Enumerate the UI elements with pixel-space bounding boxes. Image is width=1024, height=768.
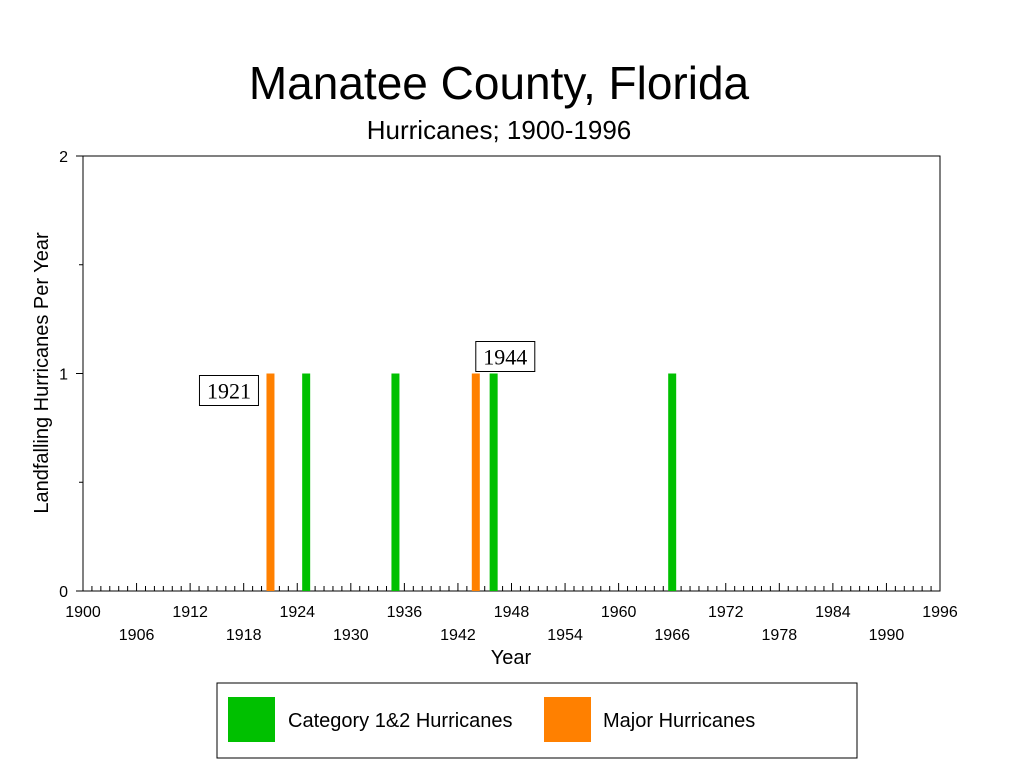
x-tick-label: 1990 [869, 627, 905, 644]
y-tick-label: 0 [59, 584, 68, 601]
plot-area [82, 155, 941, 592]
legend-box [216, 682, 858, 759]
chart-subtitle: Hurricanes; 1900-1996 [367, 115, 632, 145]
x-tick-label: 1924 [279, 604, 315, 621]
x-tick-label: 1954 [547, 627, 583, 644]
x-tick-label: 1972 [708, 604, 744, 621]
bar-major [471, 373, 480, 591]
x-axis: 1900 1912 1924 1936 1948 1960 1972 1984 1996 1906… [65, 583, 958, 644]
bars [266, 373, 677, 591]
y-tick-label: 1 [59, 367, 68, 384]
bar-category-1-2 [302, 373, 311, 591]
x-tick-label: 1930 [333, 627, 369, 644]
bar-category-1-2 [668, 373, 677, 591]
legend-label-major: Major Hurricanes [603, 710, 755, 732]
x-tick-label: 1942 [440, 627, 476, 644]
x-tick-label: 1996 [922, 604, 958, 621]
annotation-label: 1921 [207, 379, 251, 404]
x-tick-label: 1984 [815, 604, 851, 621]
x-tick-label: 1936 [387, 604, 423, 621]
legend: Category 1&2 Hurricanes Major Hurricanes [216, 682, 858, 759]
x-tick-label: 1978 [762, 627, 798, 644]
x-axis-label: Year [491, 647, 532, 669]
annotation-box [475, 341, 536, 372]
bar-major [266, 373, 275, 591]
x-tick-label: 1966 [654, 627, 690, 644]
legend-swatch-category-1-2 [228, 697, 275, 742]
bar-category-1-2 [489, 373, 498, 591]
annotation-box [198, 375, 259, 406]
x-tick-label: 1948 [494, 604, 530, 621]
x-tick-label: 1960 [601, 604, 637, 621]
x-tick-label: 1906 [119, 627, 155, 644]
y-axis: 0 1 2 [59, 149, 83, 601]
x-tick-label: 1918 [226, 627, 262, 644]
chart-title: Manatee County, Florida [249, 57, 750, 109]
y-tick-label: 2 [59, 149, 68, 166]
bar-category-1-2 [391, 373, 400, 591]
y-axis-label: Landfalling Hurricanes Per Year [31, 232, 53, 514]
legend-swatch-major [544, 697, 591, 742]
x-tick-label: 1912 [172, 604, 208, 621]
x-tick-label: 1900 [65, 604, 101, 621]
legend-label-category-1-2: Category 1&2 Hurricanes [288, 710, 513, 732]
annotations: 1921 1944 [198, 341, 536, 406]
annotation-label: 1944 [483, 345, 527, 370]
